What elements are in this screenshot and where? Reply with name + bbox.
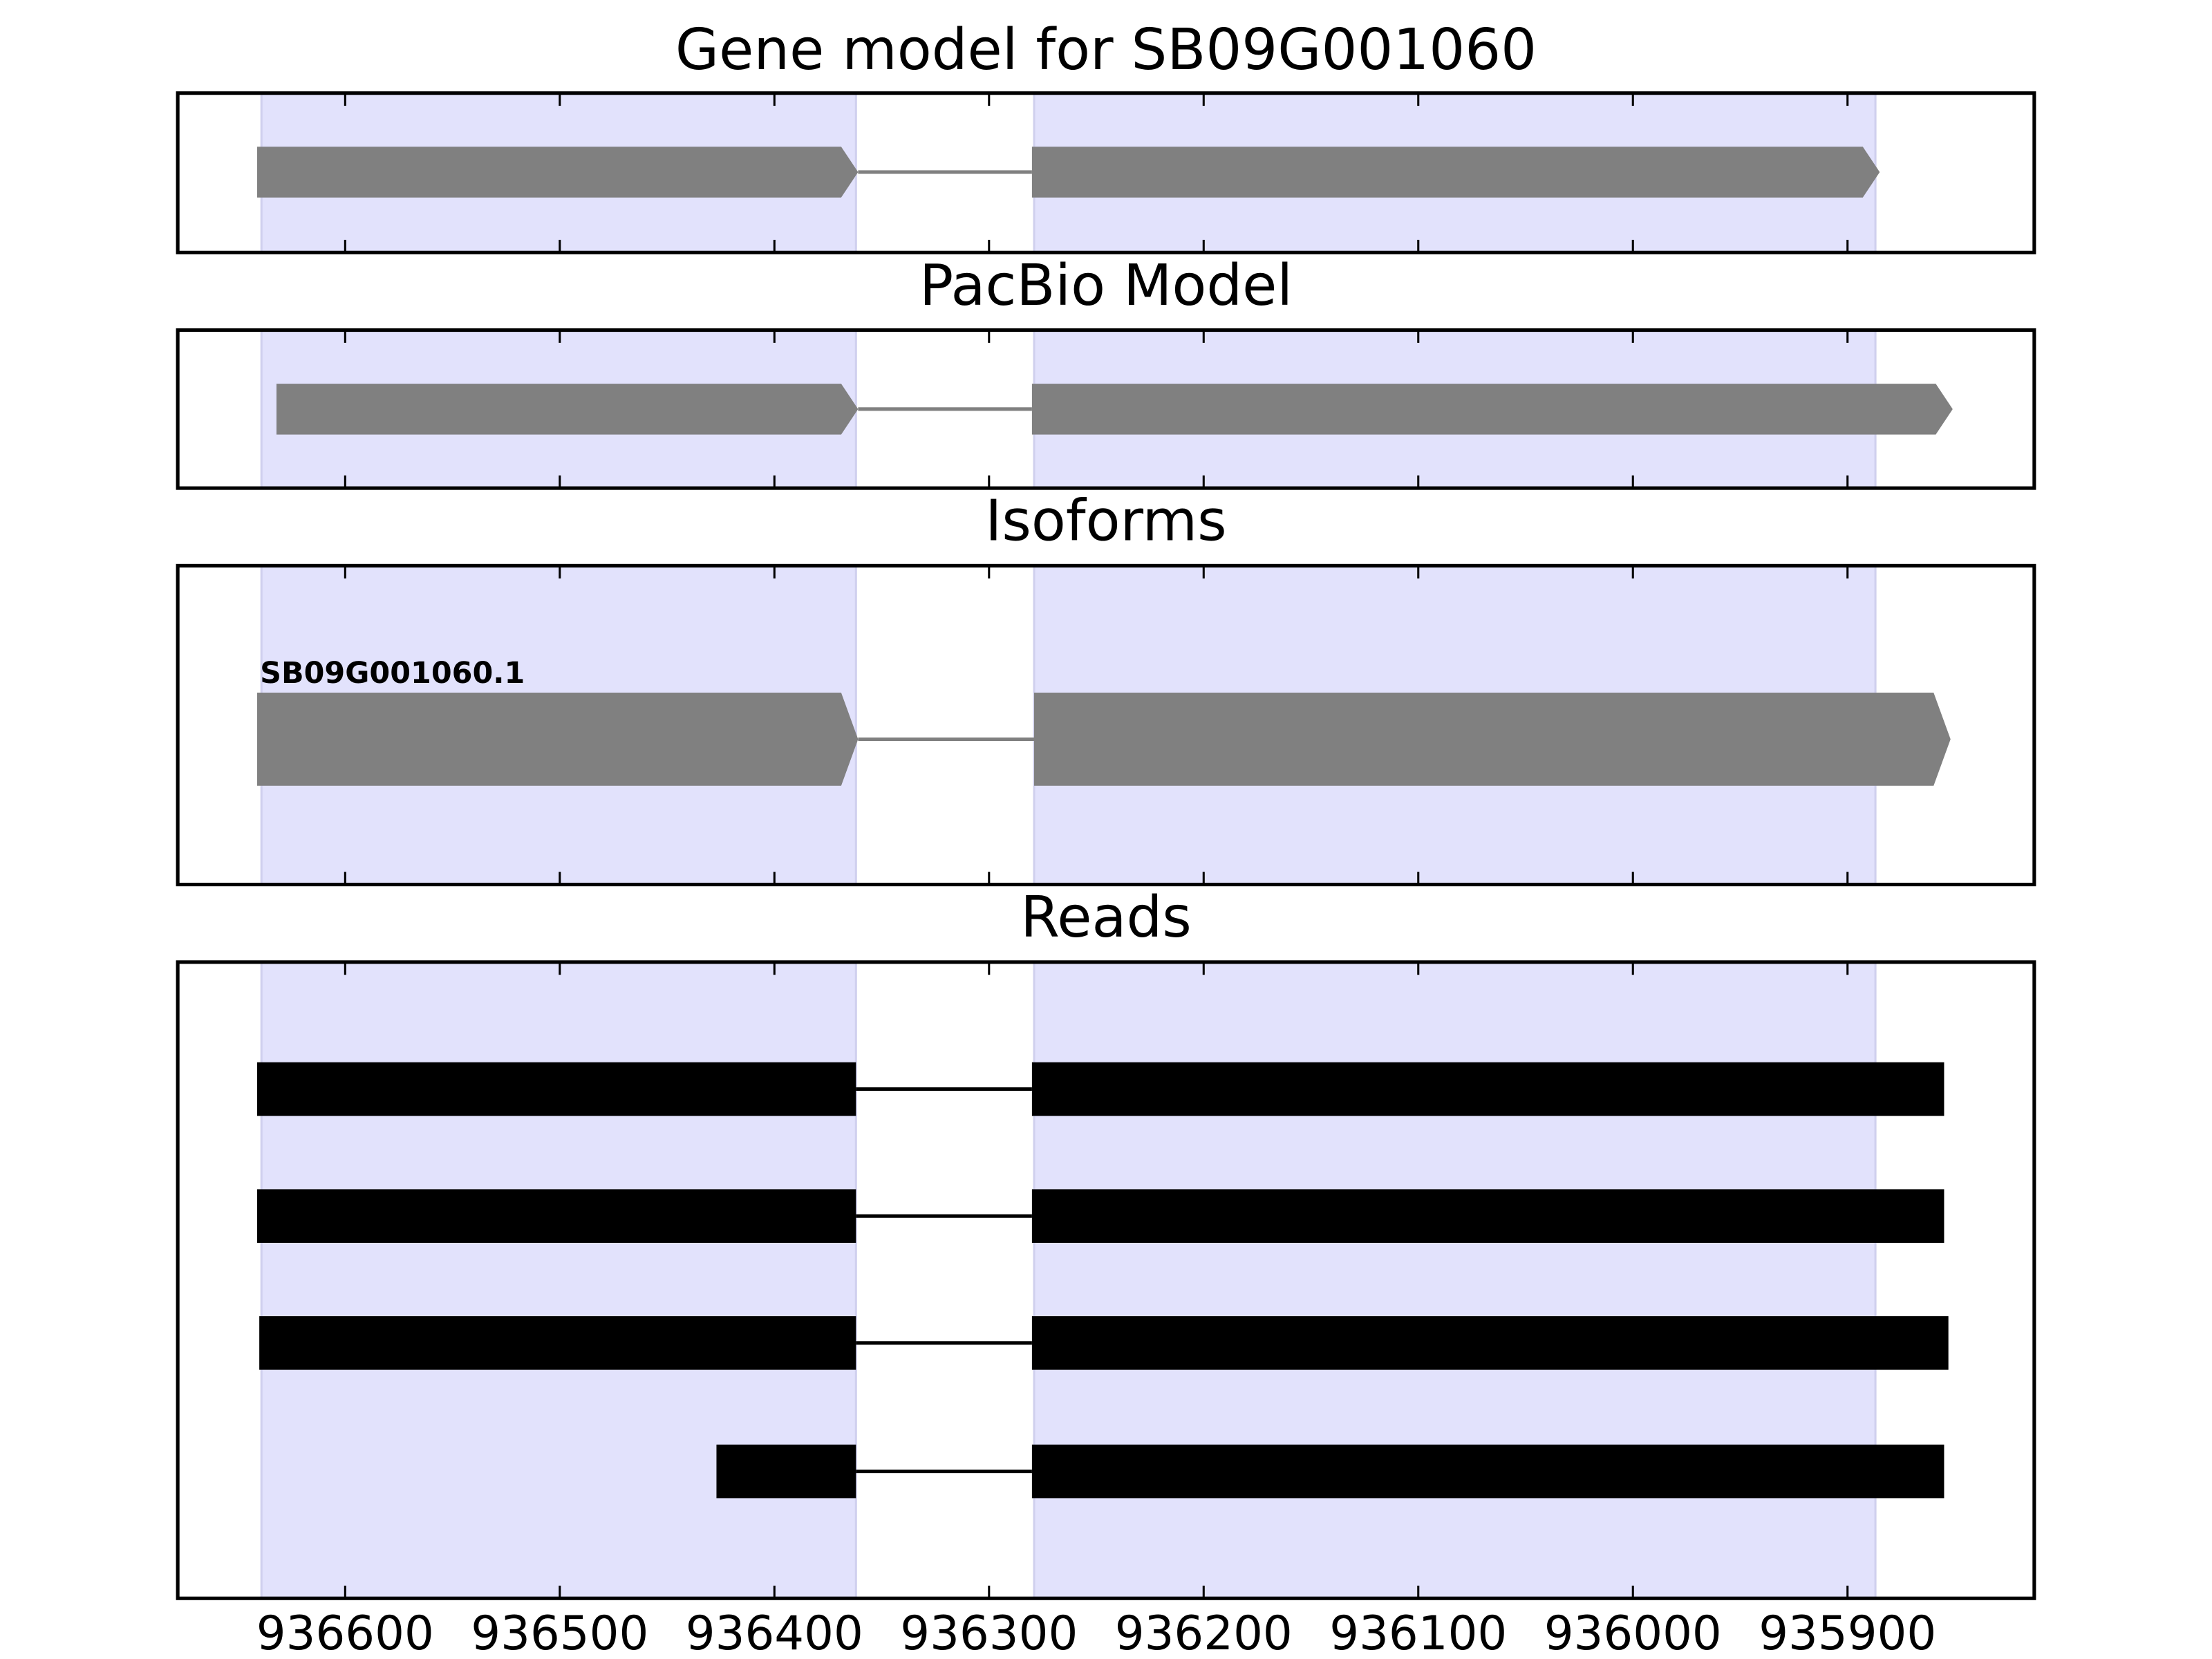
x-tick-label: 936300	[900, 1606, 1078, 1659]
x-tick-label: 936400	[686, 1606, 863, 1659]
panel-title: Isoforms	[985, 489, 1226, 554]
panel-frame	[176, 328, 2036, 490]
panel-title: PacBio Model	[919, 253, 1293, 319]
x-tick-label: 936100	[1329, 1606, 1507, 1659]
exon	[1031, 384, 1953, 435]
panel-frame	[176, 91, 2036, 254]
panel-frame	[176, 563, 2036, 887]
x-tick-label: 935900	[1759, 1606, 1936, 1659]
read-block	[1031, 1189, 1944, 1243]
x-tick-label: 936000	[1544, 1606, 1722, 1659]
panel-frame	[176, 960, 2036, 1600]
exon-region-shade	[260, 961, 857, 1600]
isoform-label: SB09G001060.1	[260, 656, 525, 691]
x-tick-label: 936200	[1115, 1606, 1293, 1659]
exon	[276, 384, 859, 435]
panel-title: Reads	[1020, 885, 1192, 950]
read-block	[1031, 1316, 1949, 1370]
read-block	[1031, 1062, 1944, 1116]
x-tick-label: 936500	[471, 1606, 648, 1659]
read-block	[259, 1316, 856, 1370]
read-block	[1031, 1444, 1944, 1499]
exon	[1033, 693, 1951, 786]
x-tick-label: 936600	[256, 1606, 434, 1659]
panel-title: Gene model for SB09G001060	[675, 17, 1537, 83]
exon	[257, 147, 859, 198]
exon-region-shade	[1033, 961, 1877, 1600]
read-block	[716, 1444, 856, 1499]
read-block	[257, 1189, 856, 1243]
exon	[257, 693, 859, 786]
exon	[1031, 147, 1880, 198]
read-block	[257, 1062, 856, 1116]
